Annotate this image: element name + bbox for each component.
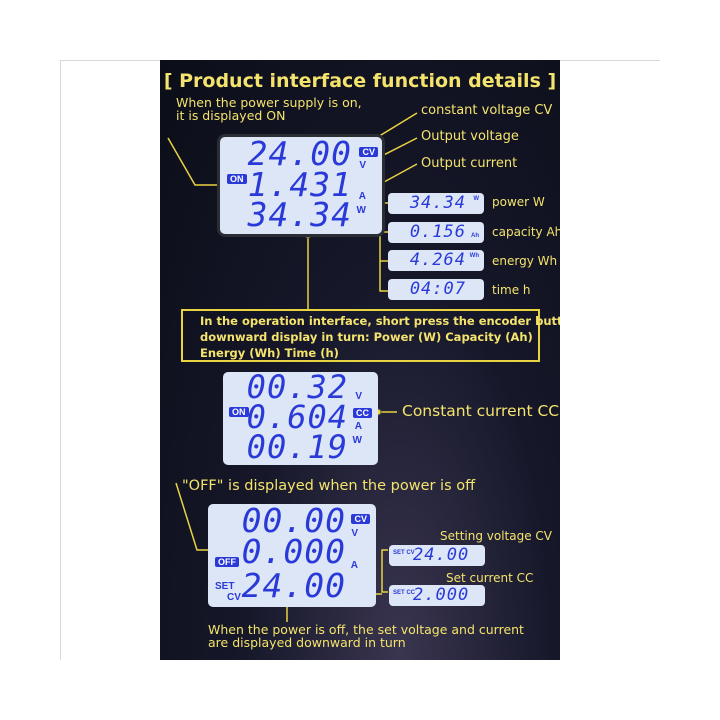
label-capacity: capacity Ah xyxy=(492,225,560,239)
off-note: "OFF" is displayed when the power is off xyxy=(182,478,476,494)
mini-value: 34.34 xyxy=(409,193,466,213)
mini-lcd-power: 34.34 W xyxy=(388,193,484,214)
info-line: Energy (Wh) Time (h) xyxy=(200,346,339,360)
mini-unit: W xyxy=(473,196,479,202)
label-time: time h xyxy=(492,283,531,297)
on-badge: ON xyxy=(227,174,247,184)
mini-value: 04:07 xyxy=(409,279,466,299)
set-voltage-readout: 24.00 xyxy=(241,566,346,605)
current-readout: 0.604 xyxy=(246,398,348,436)
label-power: power W xyxy=(492,195,545,209)
unit-a: A xyxy=(358,191,366,202)
mini-lcd-capacity: 0.156 Ah xyxy=(388,222,484,243)
unit-v: V xyxy=(351,528,358,539)
power-readout: 00.19 xyxy=(246,428,348,466)
unit-v: V xyxy=(359,160,366,171)
bottom-note-line: When the power is off, the set voltage a… xyxy=(208,622,524,637)
mini-value: 24.00 xyxy=(413,545,470,565)
label-constant-voltage: constant voltage CV xyxy=(421,103,553,118)
lcd-off-display: OFF 00.00 0.000 24.00 CV V A SET CV xyxy=(208,501,376,607)
set-mode-label: CV xyxy=(227,592,241,603)
label-output-voltage: Output voltage xyxy=(421,129,519,144)
page-title: [ Product interface function details ] xyxy=(163,70,557,92)
bottom-note-line: are displayed downward in turn xyxy=(208,635,406,650)
lcd-cc-display: ON 00.32 0.604 00.19 V CC A W xyxy=(223,368,378,466)
mini-value: 2.000 xyxy=(413,585,470,605)
on-note-line: it is displayed ON xyxy=(176,108,286,123)
label-energy: energy Wh xyxy=(492,254,558,268)
unit-v: V xyxy=(355,391,362,402)
on-note-line: When the power supply is on, xyxy=(176,95,362,110)
info-line: In the operation interface, short press … xyxy=(200,314,560,328)
label-setting-voltage: Setting voltage CV xyxy=(440,529,553,543)
set-label: SET xyxy=(215,581,235,592)
product-image: [ Product interface function details ] W… xyxy=(160,60,560,660)
label-output-current: Output current xyxy=(421,156,518,171)
mini-value: 4.264 xyxy=(409,250,466,270)
lcd-on-display: ON 24.00 1.431 34.34 CV V A W xyxy=(220,134,382,234)
cv-badge: CV xyxy=(359,147,378,157)
on-badge: ON xyxy=(229,407,249,417)
frame-line-left xyxy=(60,60,61,660)
unit-a: A xyxy=(350,560,358,571)
cc-badge: CC xyxy=(353,408,372,418)
label-set-current: Set current CC xyxy=(446,571,534,585)
mini-lcd-set-current: SET CC 2.000 xyxy=(389,585,485,606)
current-readout: 0.000 xyxy=(241,532,346,571)
info-line: downward display in turn: Power (W) Capa… xyxy=(200,330,533,344)
current-readout: 1.431 xyxy=(247,165,352,204)
mini-tag: SET CC xyxy=(393,590,416,596)
label-constant-current: Constant current CC xyxy=(402,402,560,420)
voltage-readout: 24.00 xyxy=(247,134,352,173)
mini-unit: Wh xyxy=(469,253,479,259)
voltage-readout: 00.00 xyxy=(241,501,346,540)
power-readout: 34.34 xyxy=(247,195,352,234)
unit-a: A xyxy=(354,421,362,432)
mini-value: 0.156 xyxy=(409,222,466,242)
voltage-readout: 00.32 xyxy=(246,368,348,406)
cv-badge: CV xyxy=(351,514,370,524)
bottom-note: When the power is off, the set voltage a… xyxy=(208,623,524,649)
mini-lcd-time: 04:07 xyxy=(388,279,484,300)
mini-lcd-energy: 4.264 Wh xyxy=(388,250,484,271)
mini-unit: Ah xyxy=(471,233,479,239)
mini-lcd-set-voltage: SET CV 24.00 xyxy=(389,545,485,566)
unit-w: W xyxy=(356,205,366,216)
unit-w: W xyxy=(352,435,362,446)
on-note: When the power supply is on, it is displ… xyxy=(176,96,362,122)
mini-tag: SET CV xyxy=(393,550,415,556)
off-badge: OFF xyxy=(215,557,239,567)
info-box-text: In the operation interface, short press … xyxy=(200,313,560,361)
